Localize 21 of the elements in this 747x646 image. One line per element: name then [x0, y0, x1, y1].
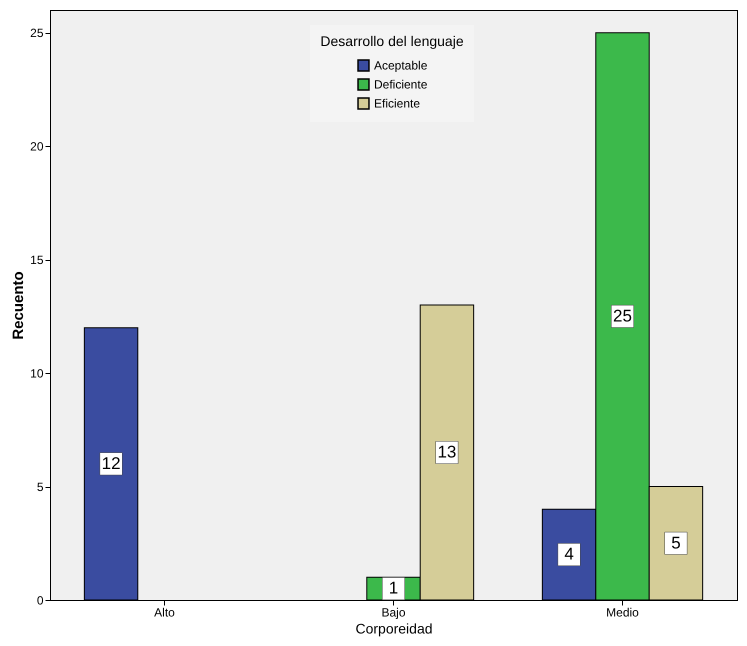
legend-label: Deficiente — [374, 78, 428, 92]
data-label: 4 — [564, 544, 574, 564]
y-tick-label: 25 — [30, 26, 44, 40]
x-tick-label: Medio — [606, 606, 640, 620]
legend-label: Aceptable — [374, 58, 428, 72]
x-tick-label: Bajo — [381, 606, 406, 620]
y-tick-label: 0 — [36, 594, 44, 608]
data-label: 12 — [102, 454, 121, 473]
y-axis-title: Recuento — [10, 271, 28, 340]
y-tick-label: 5 — [36, 480, 44, 494]
data-label: 13 — [437, 442, 456, 462]
data-label: 5 — [671, 533, 681, 552]
legend-title: Desarrollo del lenguaje — [320, 33, 464, 49]
data-label: 1 — [388, 578, 398, 598]
y-tick-label: 10 — [30, 366, 44, 381]
x-axis-title: Corporeidad — [355, 620, 433, 636]
y-tick-label: 15 — [30, 253, 44, 268]
data-label: 25 — [613, 306, 632, 326]
y-tick-label: 20 — [30, 140, 44, 154]
x-tick-label: Alto — [154, 606, 176, 620]
legend-label: Eficiente — [374, 96, 420, 110]
